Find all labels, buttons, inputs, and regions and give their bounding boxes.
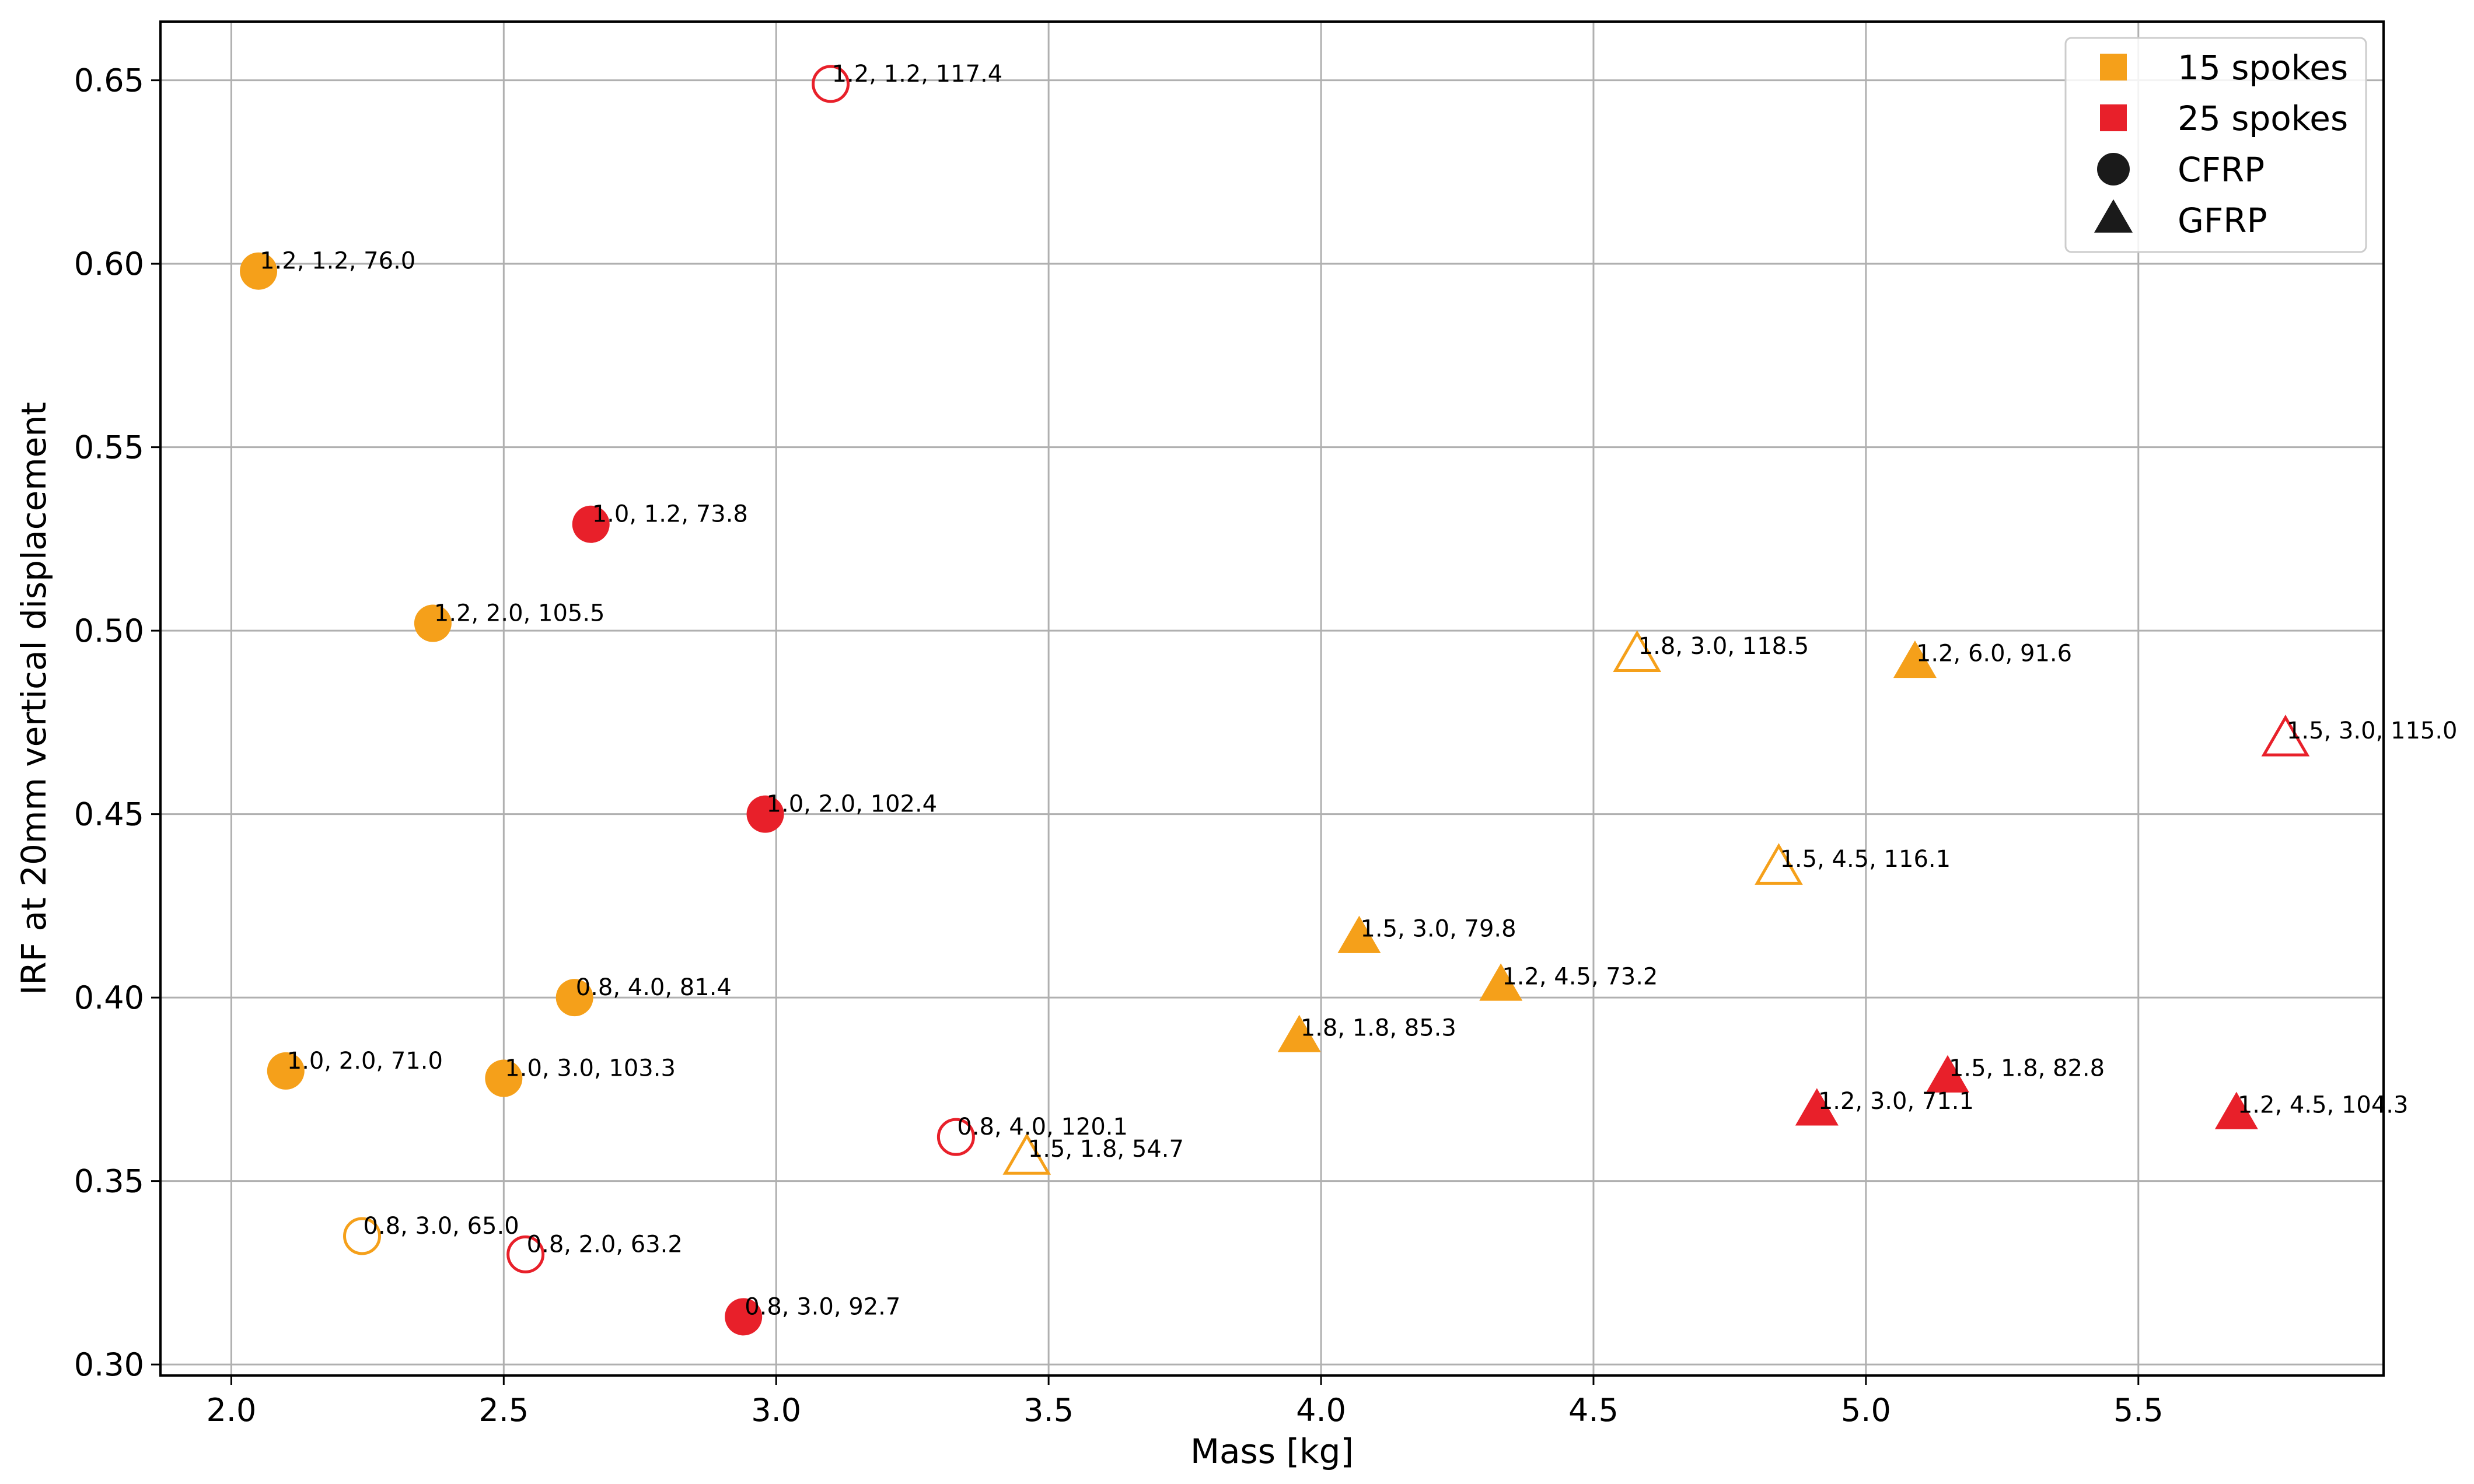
circle-marker-25-spokes [572, 505, 610, 543]
data-point-label: 1.0, 2.0, 102.4 [767, 791, 938, 818]
triangle-marker-15-spokes [1613, 630, 1661, 673]
point-labels-layer: 1.2, 1.2, 76.0 1.2, 2.0, 105.5 0.8, 4.0, 8… [260, 61, 2457, 1320]
triangle-marker-15-spokes [1337, 915, 1381, 953]
triangle-marker-15-spokes [1893, 640, 1937, 678]
triangle-marker-15-spokes [1479, 963, 1523, 1001]
x-axis-label: Mass [kg] [1190, 1432, 1354, 1471]
circle-marker-25-spokes [812, 65, 850, 103]
circle-marker-15-spokes [240, 252, 278, 290]
legend-label: 25 spokes [2178, 99, 2348, 138]
data-point-label: 1.0, 3.0, 103.3 [505, 1055, 676, 1082]
triangle-marker-25-spokes [1795, 1088, 1839, 1126]
points-layer [240, 65, 2310, 1336]
x-tick-label: 2.0 [206, 1392, 256, 1429]
circle-marker-15-spokes [485, 1059, 523, 1097]
data-point-label: 1.5, 3.0, 115.0 [2287, 718, 2458, 744]
x-tick-label: 4.5 [1568, 1392, 1619, 1429]
circle-marker-15-spokes [343, 1217, 382, 1255]
triangle-marker-15-spokes [1002, 1133, 1051, 1175]
y-tick-label: 0.30 [74, 1346, 144, 1383]
grid-layer [160, 22, 2384, 1376]
data-point-label: 1.5, 4.5, 116.1 [1780, 846, 1951, 873]
y-tick-label: 0.35 [74, 1163, 144, 1200]
legend-label: 15 spokes [2178, 48, 2348, 88]
data-point-label: 1.0, 1.2, 73.8 [592, 501, 748, 528]
data-point-label: 1.2, 2.0, 105.5 [434, 600, 605, 627]
y-tick-label: 0.60 [74, 246, 144, 282]
plot-frame [159, 20, 2385, 1377]
legend: 15 spokes 25 spokes CFRP GFRP [2064, 37, 2367, 253]
legend-triangle-marker [2094, 199, 2133, 233]
data-point-label: 0.8, 4.0, 120.1 [957, 1114, 1128, 1140]
triangle-marker-15-spokes [1755, 843, 1803, 885]
x-tick-label: 3.5 [1023, 1392, 1074, 1429]
data-point-label: 1.2, 1.2, 76.0 [260, 248, 415, 275]
data-point-label: 0.8, 3.0, 92.7 [745, 1293, 900, 1320]
data-point-label: 1.2, 6.0, 91.6 [1916, 640, 2072, 667]
data-point-label: 1.0, 2.0, 71.0 [287, 1048, 443, 1074]
axes-layer: 2.0 2.5 3.0 3.5 4.0 4.5 5.0 5.5 0.30 0.35 0.40 0.45… [74, 62, 2164, 1429]
data-point-label: 1.2, 3.0, 71.1 [1818, 1088, 1974, 1115]
x-tick-label: 5.5 [2113, 1392, 2164, 1429]
circle-marker-25-spokes [746, 795, 784, 833]
circle-marker-15-spokes [555, 979, 593, 1017]
legend-label: GFRP [2178, 201, 2267, 240]
data-point-label: 1.2, 1.2, 117.4 [832, 61, 1003, 88]
data-point-label: 1.2, 4.5, 104.3 [2238, 1091, 2409, 1118]
data-point-label: 1.2, 4.5, 73.2 [1502, 963, 1658, 990]
data-point-label: 1.5, 3.0, 79.8 [1360, 915, 1516, 942]
y-tick-label: 0.55 [74, 429, 144, 466]
data-point-label: 0.8, 3.0, 65.0 [364, 1213, 519, 1240]
circle-marker-15-spokes [414, 604, 452, 642]
x-tick-label: 3.0 [751, 1392, 801, 1429]
triangle-marker-25-spokes [2261, 715, 2310, 757]
legend-square-marker [2100, 54, 2127, 80]
data-point-label: 1.8, 1.8, 85.3 [1301, 1014, 1456, 1041]
y-tick-label: 0.50 [74, 612, 144, 649]
data-point-label: 1.5, 1.8, 82.8 [1949, 1055, 2105, 1082]
data-point-label: 1.8, 3.0, 118.5 [1638, 633, 1809, 660]
y-tick-label: 0.65 [74, 62, 144, 99]
y-tick-label: 0.45 [74, 796, 144, 833]
circle-marker-25-spokes [506, 1235, 545, 1273]
legend-circle-marker [2097, 153, 2130, 186]
y-axis-label: IRF at 20mm vertical displacement [14, 402, 54, 995]
data-point-label: 0.8, 4.0, 81.4 [576, 974, 732, 1001]
y-tick-label: 0.40 [74, 979, 144, 1016]
circle-marker-15-spokes [267, 1052, 305, 1090]
data-point-label: 0.8, 2.0, 63.2 [527, 1231, 683, 1258]
triangle-marker-25-spokes [2214, 1091, 2258, 1129]
circle-marker-25-spokes [725, 1298, 763, 1336]
x-tick-label: 5.0 [1841, 1392, 1891, 1429]
circle-marker-25-spokes [937, 1118, 975, 1156]
x-tick-label: 4.0 [1296, 1392, 1346, 1429]
legend-label: CFRP [2178, 150, 2265, 190]
x-tick-label: 2.5 [478, 1392, 529, 1429]
legend-box [2064, 37, 2367, 253]
legend-square-marker [2100, 104, 2127, 131]
triangle-marker-25-spokes [1926, 1055, 1969, 1093]
triangle-marker-15-spokes [1277, 1014, 1321, 1052]
data-point-label: 1.5, 1.8, 54.7 [1028, 1136, 1184, 1163]
